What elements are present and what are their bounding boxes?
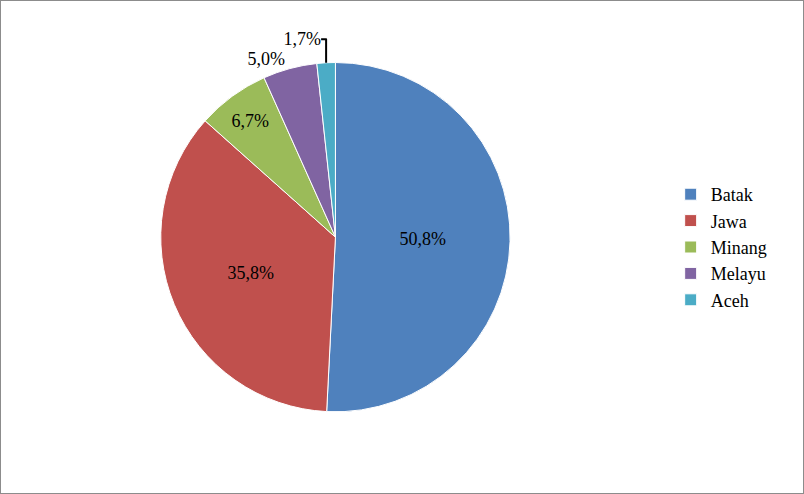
- svg-text:50,8%: 50,8%: [399, 229, 446, 249]
- svg-text:Aceh: Aceh: [711, 291, 749, 311]
- svg-text:Batak: Batak: [711, 185, 753, 205]
- svg-text:Minang: Minang: [711, 238, 767, 258]
- svg-text:Jawa: Jawa: [711, 212, 747, 232]
- svg-text:5,0%: 5,0%: [247, 49, 285, 69]
- svg-text:6,7%: 6,7%: [231, 111, 269, 131]
- svg-text:Melayu: Melayu: [711, 264, 766, 284]
- svg-text:35,8%: 35,8%: [227, 263, 274, 283]
- svg-text:1,7%: 1,7%: [284, 29, 322, 49]
